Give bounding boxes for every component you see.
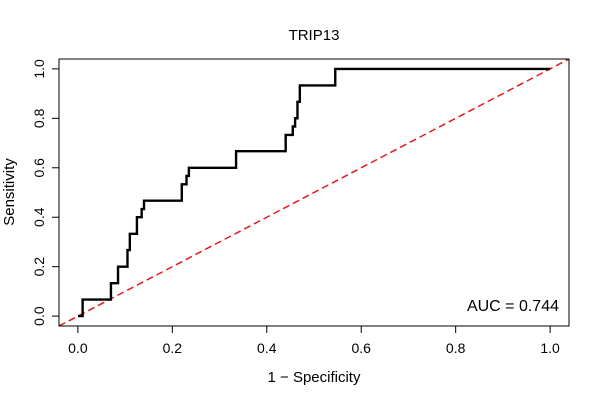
auc-annotation: AUC = 0.744 xyxy=(467,298,559,315)
roc-curve-line xyxy=(77,67,551,318)
x-axis-label: 1 − Specificity xyxy=(268,369,361,386)
y-tick-label: 0.4 xyxy=(31,207,47,227)
x-tick-label: 0.0 xyxy=(68,340,88,356)
y-axis-label: Sensitivity xyxy=(1,158,18,226)
reference-diagonal-line xyxy=(59,59,569,326)
y-tick-label: 0.8 xyxy=(31,108,47,128)
y-tick-label: 0.0 xyxy=(31,306,47,326)
x-tick-label: 0.2 xyxy=(163,340,183,356)
y-axis: 0.0 0.2 0.4 0.6 0.8 1.0 xyxy=(31,59,60,326)
chart-title: TRIP13 xyxy=(289,27,340,44)
x-tick-label: 1.0 xyxy=(540,340,560,356)
x-tick-label: 0.8 xyxy=(446,340,466,356)
x-tick-label: 0.4 xyxy=(257,340,277,356)
x-tick-label: 0.6 xyxy=(351,340,371,356)
series-layer xyxy=(59,59,569,326)
y-tick-label: 0.2 xyxy=(31,257,47,277)
y-tick-label: 0.6 xyxy=(31,158,47,178)
plot-area xyxy=(59,59,569,326)
x-axis: 0.0 0.2 0.4 0.6 0.8 1.0 xyxy=(68,325,560,356)
y-tick-label: 1.0 xyxy=(31,59,47,79)
